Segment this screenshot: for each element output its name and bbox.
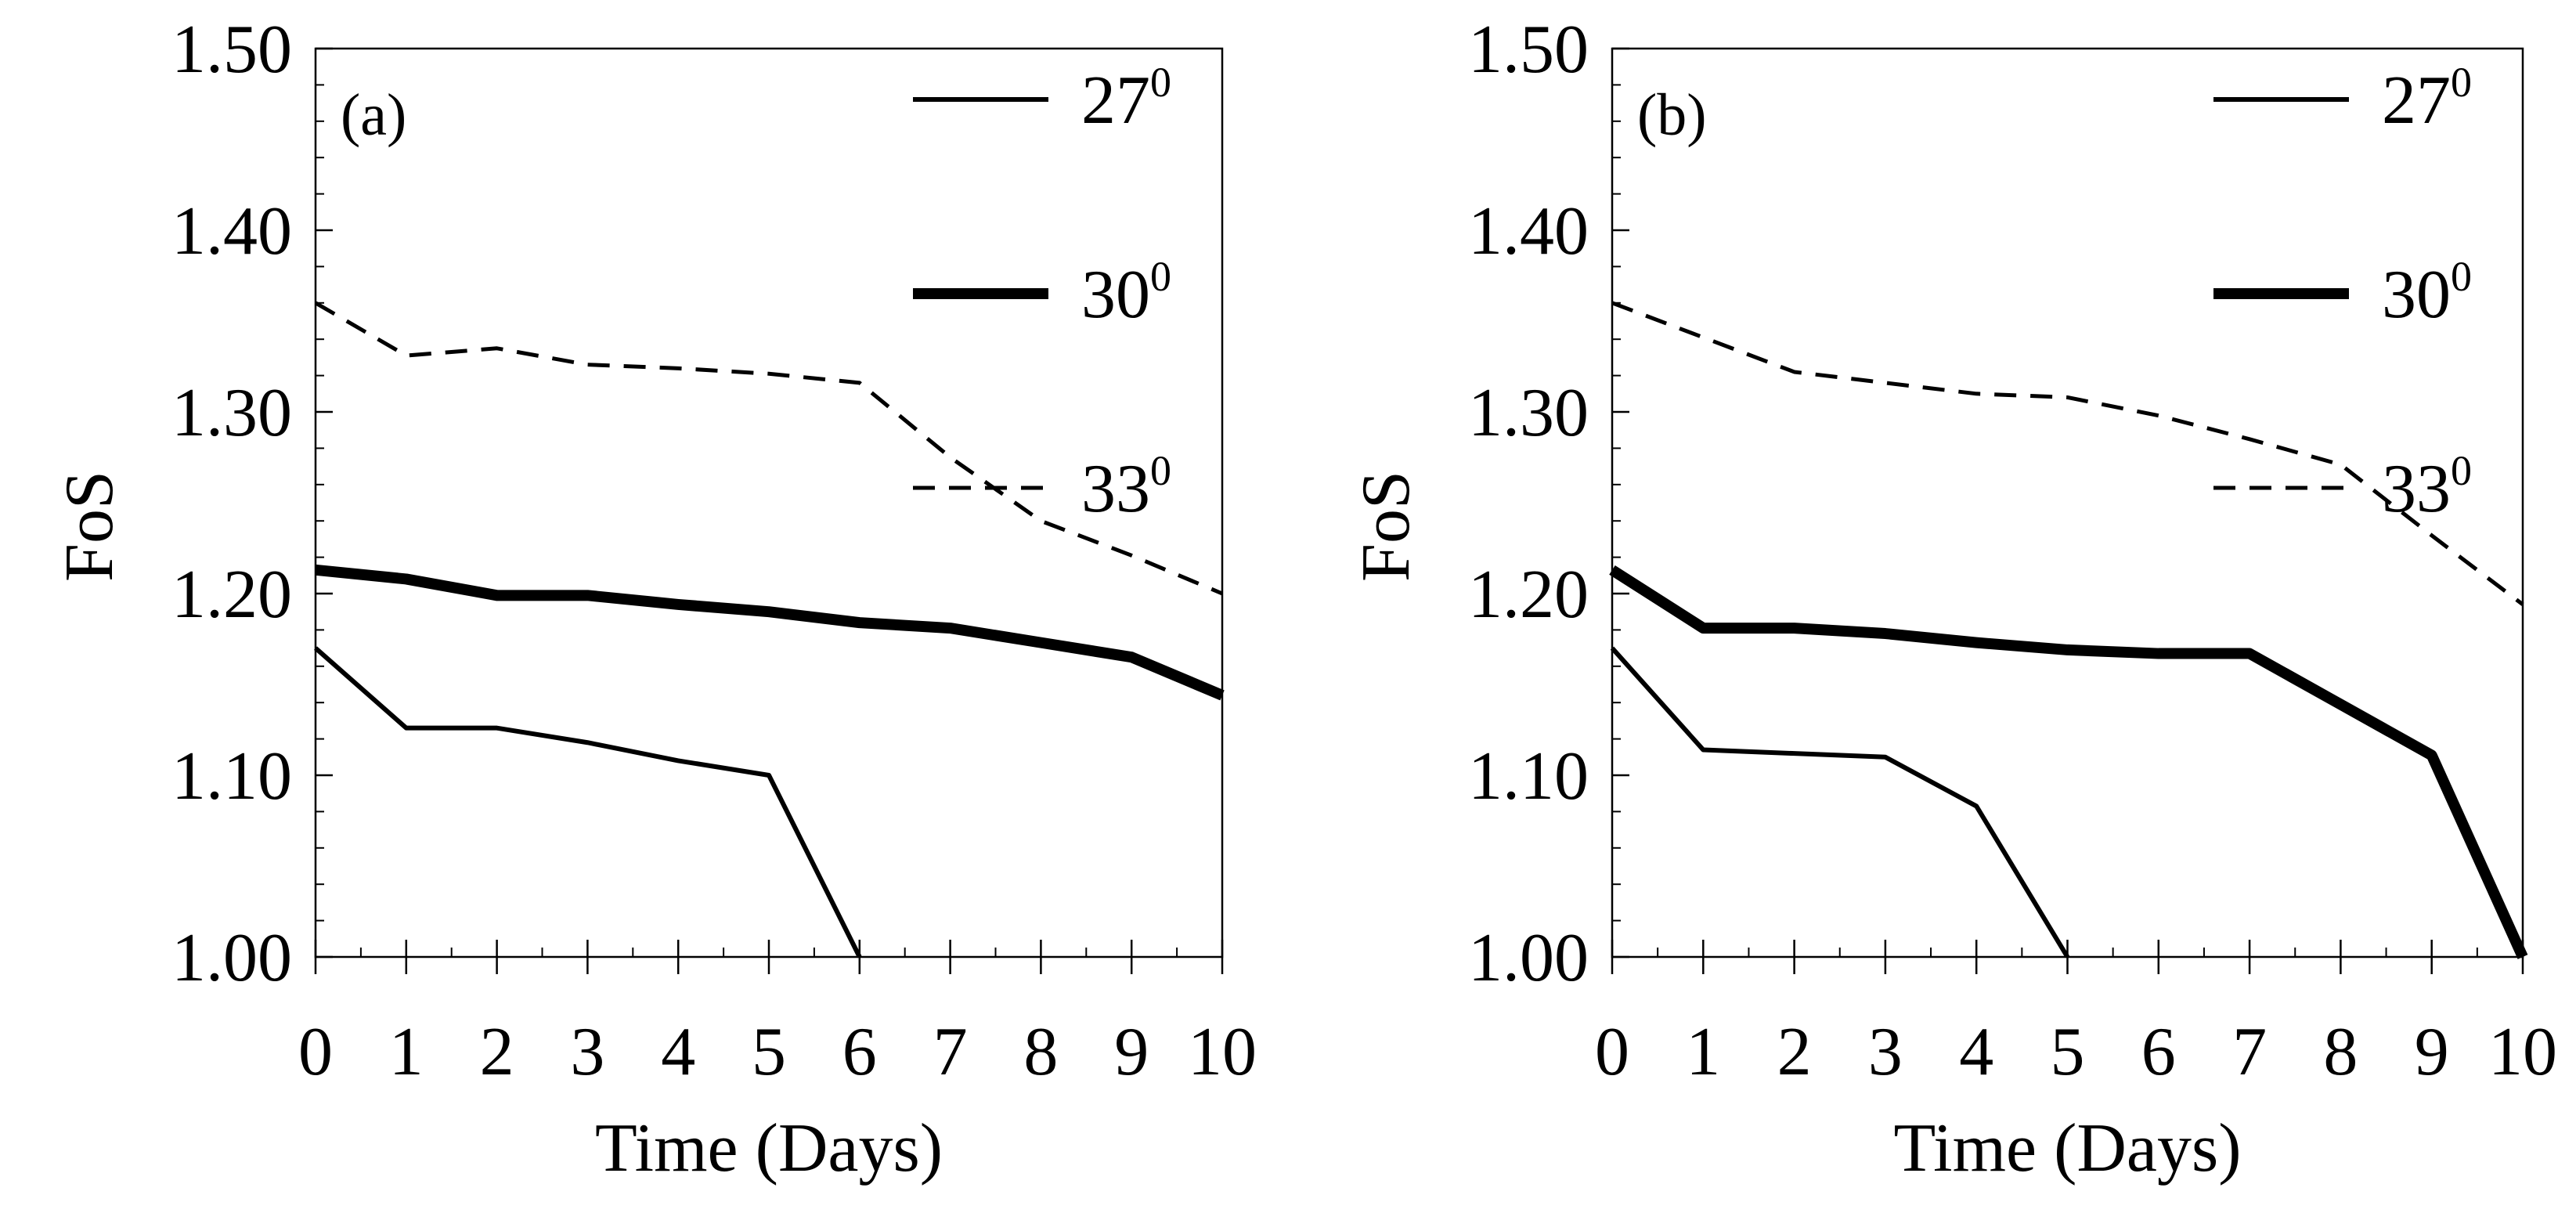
legend-degree-superscript: 0 [2451, 253, 2472, 300]
x-tick-label: 9 [1114, 1014, 1149, 1090]
x-tick-label: 1 [1686, 1014, 1720, 1090]
series-line-30-thick [315, 564, 1225, 701]
x-tick-label: 8 [2323, 1014, 2358, 1090]
x-tick-label: 6 [842, 1014, 877, 1090]
x-tick-label: 7 [2232, 1014, 2267, 1090]
x-tick-label: 7 [933, 1014, 968, 1090]
legend-degree-superscript: 0 [1150, 253, 1171, 300]
y-tick-label: 1.00 [1468, 920, 1589, 996]
x-tick-label: 5 [2051, 1014, 2085, 1090]
x-tick-label: 8 [1023, 1014, 1058, 1090]
series-line-27-thin [314, 646, 862, 958]
series-line-33-dashed [1611, 301, 2524, 606]
y-tick-label: 1.10 [171, 738, 292, 814]
x-tick-label: 4 [1959, 1014, 1993, 1090]
legend-label: 330 [2382, 447, 2472, 527]
y-tick-label: 1.30 [171, 375, 292, 451]
y-tick-label: 1.20 [1468, 557, 1589, 633]
x-tick-label: 6 [2141, 1014, 2176, 1090]
x-tick-label: 3 [570, 1014, 604, 1090]
y-tick-label: 1.40 [1468, 193, 1589, 269]
y-tick-label: 1.50 [1468, 12, 1589, 88]
y-tick-label: 1.20 [171, 557, 292, 633]
legend-label: 330 [1081, 447, 1171, 527]
x-tick-label: 9 [2415, 1014, 2449, 1090]
legend-label: 300 [2382, 253, 2472, 333]
legend-label: 270 [1081, 59, 1171, 139]
y-axis-title: FoS [1348, 471, 1424, 582]
x-tick-label: 1 [389, 1014, 424, 1090]
x-axis-title: Time (Days) [595, 1110, 943, 1186]
legend-degree-superscript: 0 [1150, 447, 1171, 494]
x-tick-label: 3 [1868, 1014, 1903, 1090]
legend-label: 270 [2382, 59, 2472, 139]
y-tick-label: 1.00 [171, 920, 292, 996]
series-line-33-dashed [314, 301, 1223, 596]
panel-b: 1.001.101.201.301.401.500 1 2 3 4 5 6 7 8 9 10Time… [1348, 12, 2557, 1186]
x-axis-title: Time (Days) [1893, 1110, 2241, 1186]
x-tick-label: 2 [480, 1014, 514, 1090]
series-line-27-thin [1610, 646, 2070, 958]
panel-a: 1.001.101.201.301.401.500 1 2 3 4 5 6 7 8 9 10Time… [52, 12, 1257, 1186]
x-tick-label: 0 [1595, 1014, 1629, 1090]
y-tick-label: 1.10 [1468, 738, 1589, 814]
x-tick-label: 10 [1188, 1014, 1257, 1090]
y-tick-label: 1.40 [171, 193, 292, 269]
series-line-30-thick [1609, 565, 2528, 959]
x-tick-label: 2 [1777, 1014, 1812, 1090]
y-tick-label: 1.50 [171, 12, 292, 88]
y-tick-label: 1.30 [1468, 375, 1589, 451]
legend-degree-superscript: 0 [1150, 59, 1171, 106]
legend-label: 300 [1081, 253, 1171, 333]
legend-degree-superscript: 0 [2451, 447, 2472, 494]
panel-label: (a) [341, 82, 406, 148]
x-tick-label: 5 [752, 1014, 786, 1090]
x-tick-label: 0 [298, 1014, 333, 1090]
x-tick-label: 10 [2488, 1014, 2557, 1090]
legend-degree-superscript: 0 [2451, 59, 2472, 106]
panel-label: (b) [1637, 82, 1707, 148]
y-axis-title: FoS [52, 471, 128, 582]
x-tick-label: 4 [661, 1014, 695, 1090]
